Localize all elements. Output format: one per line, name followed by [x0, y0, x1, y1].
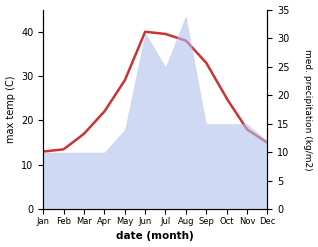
- X-axis label: date (month): date (month): [116, 231, 194, 242]
- Y-axis label: max temp (C): max temp (C): [5, 76, 16, 143]
- Y-axis label: med. precipitation (kg/m2): med. precipitation (kg/m2): [303, 49, 313, 170]
